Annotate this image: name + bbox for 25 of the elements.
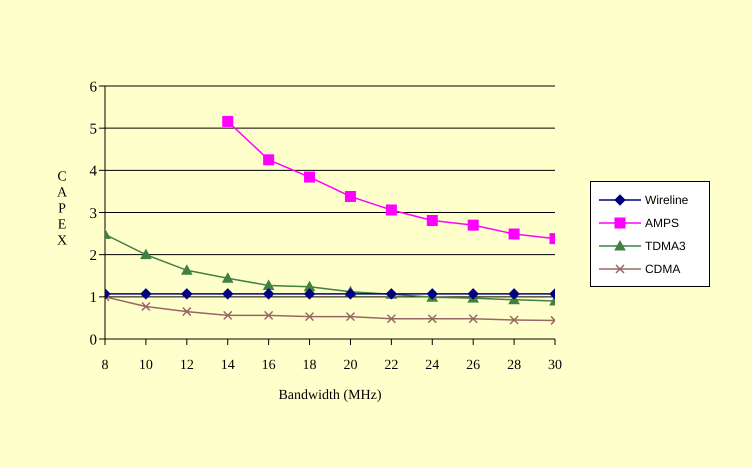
y-tick-label: 2: [90, 248, 97, 264]
x-axis-title: Bandwidth (MHz): [278, 388, 382, 403]
x-tick-label: 30: [548, 358, 562, 373]
legend-label: CDMA: [645, 262, 680, 276]
legend-label: TDMA3: [645, 238, 686, 252]
x-tick-label: 8: [102, 358, 108, 373]
x-tick-label: 16: [262, 358, 276, 373]
y-axis-title: CAPEX: [56, 170, 68, 248]
y-tick-label: 1: [90, 290, 97, 306]
x-tick-label: 24: [425, 358, 440, 373]
y-tick-label: 6: [90, 79, 98, 96]
x-tick-label: 18: [302, 358, 317, 373]
x-tick-label: 10: [138, 358, 153, 373]
y-tick-label: 4: [90, 164, 98, 180]
y-tick-label: 3: [90, 206, 97, 222]
x-tick-label: 14: [220, 358, 235, 373]
x-tick-label: 28: [507, 358, 522, 373]
legend-label: Wireline: [645, 192, 688, 206]
y-tick-label: 0: [90, 332, 97, 348]
x-tick-label: 12: [180, 358, 194, 373]
x-tick-label: 22: [384, 358, 398, 373]
legend-label: AMPS: [645, 216, 680, 230]
y-tick-label: 5: [90, 121, 97, 138]
x-tick-label: 26: [466, 358, 480, 373]
x-tick-label: 20: [343, 358, 358, 373]
